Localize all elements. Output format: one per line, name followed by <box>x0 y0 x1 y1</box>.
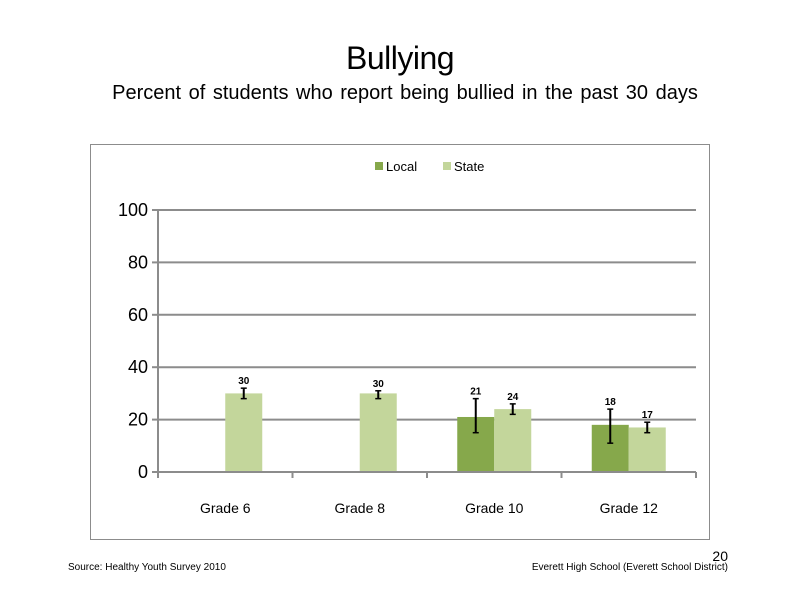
bar-state <box>225 393 263 472</box>
x-tick-label: Grade 10 <box>465 500 524 516</box>
legend-swatch-state <box>443 162 451 170</box>
x-tick-label: Grade 12 <box>600 500 659 516</box>
data-label: 30 <box>238 376 250 387</box>
y-tick-label: 40 <box>128 357 148 377</box>
legend-label-state: State <box>454 159 484 174</box>
data-label: 17 <box>642 410 654 421</box>
data-label: 24 <box>507 392 519 403</box>
y-tick-label: 20 <box>128 410 148 430</box>
school-note: Everett High School (Everett School Dist… <box>531 562 728 573</box>
y-tick-label: 60 <box>128 305 148 325</box>
slide-title: Bullying <box>345 40 455 76</box>
x-tick-label: Grade 8 <box>334 500 385 516</box>
data-label: 21 <box>470 387 482 398</box>
bar-state <box>359 393 397 472</box>
y-tick-label: 0 <box>138 462 148 482</box>
y-tick-label: 80 <box>128 252 148 272</box>
y-tick-label: 100 <box>118 200 148 220</box>
slide-subtitle: Percent of students who report being bul… <box>112 82 698 104</box>
data-label: 30 <box>373 379 385 390</box>
chart-frame <box>90 144 710 540</box>
bar-state <box>628 427 666 472</box>
legend-swatch-local <box>375 162 383 170</box>
x-tick-label: Grade 6 <box>200 500 251 516</box>
source-note: Source: Healthy Youth Survey 2010 <box>68 562 226 573</box>
bar-state <box>494 409 532 472</box>
data-label: 18 <box>605 397 617 408</box>
legend-label-local: Local <box>386 159 417 174</box>
page-number: 20 <box>712 548 728 564</box>
